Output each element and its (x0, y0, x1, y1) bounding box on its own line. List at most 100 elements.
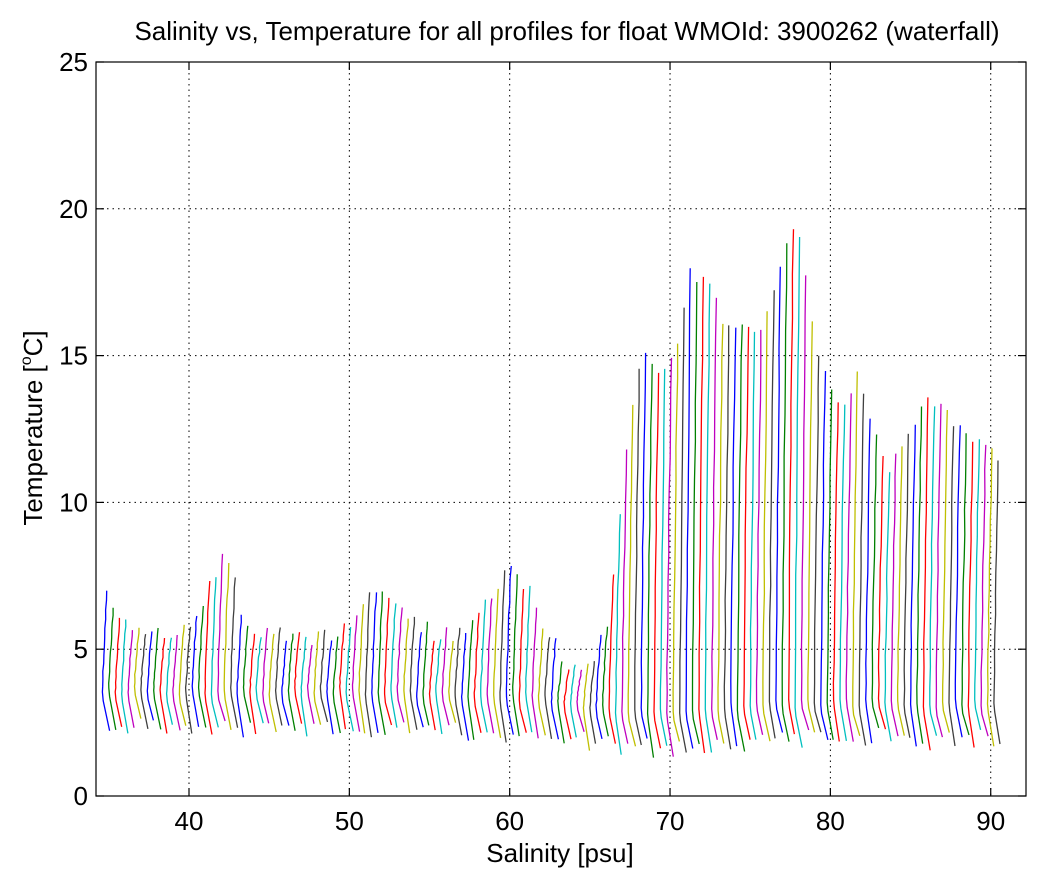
profile-line (627, 404, 637, 747)
profile-line (473, 612, 482, 733)
profile-line (428, 640, 436, 731)
profile-line (268, 633, 277, 733)
profile-line (287, 633, 296, 731)
profile-line (653, 372, 662, 749)
profile-line (108, 607, 117, 731)
profile-line (101, 590, 111, 731)
profile-line (537, 628, 546, 736)
profile-line (961, 433, 970, 736)
profile-line (493, 588, 502, 739)
profile-line (621, 449, 629, 744)
profile-line (730, 327, 738, 747)
profile-line (326, 640, 334, 735)
y-tick-label: 10 (59, 487, 88, 517)
profile-line (133, 627, 142, 719)
profile-line (230, 577, 239, 728)
profile-line (242, 625, 252, 723)
profile-line (172, 634, 181, 731)
profile-line (371, 592, 379, 734)
profile-line (191, 615, 200, 727)
profile-line (223, 562, 232, 731)
y-axis-label-prefix: Temperature [ (18, 364, 48, 525)
profile-line (890, 453, 899, 737)
profile-line (300, 636, 308, 737)
profile-line (839, 404, 848, 742)
profile-line (383, 597, 393, 726)
chart-title: Salinity vs, Temperature for all profile… (134, 16, 999, 46)
tick-layer: 40 50 60 70 80 90 0 5 10 15 20 25 (59, 47, 1026, 836)
profile-line (518, 588, 527, 733)
profile-line (467, 620, 475, 740)
y-axis-label-suffix: C] (18, 330, 48, 356)
profile-line (935, 403, 944, 738)
x-tick-label: 90 (976, 806, 1005, 836)
profile-line (865, 418, 873, 744)
profile-line (800, 275, 810, 731)
plot-frame (95, 61, 1027, 797)
profile-line (184, 626, 193, 734)
profile-line (589, 661, 597, 744)
profile-line (178, 624, 187, 726)
profile-line (762, 311, 771, 742)
profile-line (595, 634, 603, 740)
profile-line (929, 406, 938, 736)
profile-line (563, 669, 572, 740)
profile-line (165, 637, 174, 725)
profile-line (544, 637, 553, 740)
profile-line (884, 472, 892, 742)
y-tick-label: 20 (59, 194, 88, 224)
profile-line (666, 357, 674, 757)
profile-line (390, 603, 398, 728)
profile-line (723, 325, 732, 750)
profile-line (550, 638, 560, 740)
profile-line (197, 605, 207, 728)
profile-line (339, 623, 347, 730)
profile-line (794, 236, 803, 748)
profile-line (672, 343, 681, 742)
profile-line (916, 406, 924, 744)
profile-line (281, 640, 290, 726)
profile-line (448, 640, 457, 723)
y-axis-label-superscript: o (18, 356, 35, 365)
x-tick-label: 40 (175, 806, 204, 836)
profile-line (634, 368, 642, 746)
profile-line (704, 283, 713, 753)
profile-line (512, 574, 520, 737)
profile-line (768, 290, 776, 739)
y-tick-label: 15 (59, 341, 88, 371)
profile-line (204, 580, 213, 735)
profile-line (980, 444, 989, 737)
profile-line (813, 355, 822, 733)
y-tick-label: 25 (59, 47, 88, 77)
profile-line (121, 619, 129, 734)
profile-line (274, 627, 283, 726)
profile-line (127, 630, 135, 728)
profile-line (807, 321, 816, 733)
x-tick-label: 60 (495, 806, 524, 836)
profile-line (845, 393, 854, 742)
profile-line (582, 663, 591, 751)
profile-line (409, 616, 418, 730)
profile-line (717, 323, 725, 744)
profile-line (832, 402, 840, 742)
profile-line (614, 514, 622, 755)
y-axis-label: Temperature [oC] (18, 330, 48, 525)
profile-line (608, 574, 617, 744)
profile-line (377, 591, 386, 736)
profile-line (441, 627, 450, 726)
profile-line (505, 565, 514, 735)
profile-line (153, 627, 162, 730)
profile-line (114, 617, 123, 727)
profile-line (922, 397, 931, 751)
profile-line (903, 433, 911, 738)
grid-layer (96, 62, 1026, 796)
profile-line (569, 664, 577, 738)
profile-line (685, 268, 694, 749)
profile-line (422, 621, 430, 726)
profile-line (480, 599, 488, 733)
profile-line (396, 607, 405, 723)
x-tick-label: 70 (656, 806, 685, 836)
profile-line (941, 409, 950, 733)
profile-line (993, 460, 1001, 745)
